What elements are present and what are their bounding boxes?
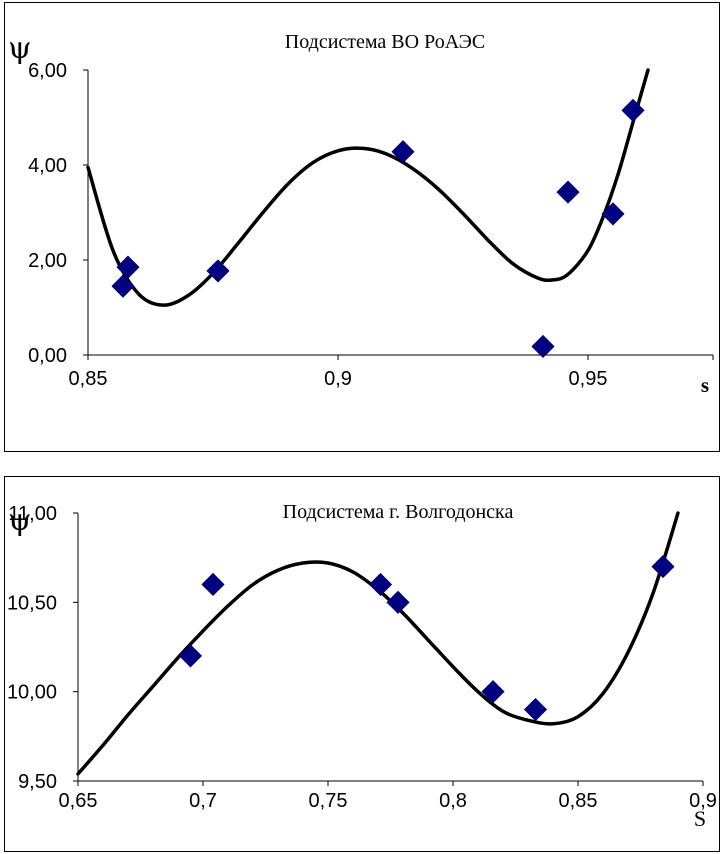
data-point <box>386 590 410 614</box>
data-point <box>621 98 645 122</box>
y-tick-label: 2,00 <box>28 250 67 272</box>
trend-curve <box>76 511 680 776</box>
data-point <box>178 644 203 668</box>
x-tick-label: 0,9 <box>324 368 352 390</box>
chart-title: Подсистема г. Волгодонска <box>283 501 514 523</box>
data-point <box>206 259 230 283</box>
data-point <box>481 680 505 704</box>
x-axis-label: s <box>701 373 709 397</box>
x-tick-label: 0,95 <box>569 368 608 390</box>
y-axis-label: ψ <box>8 31 32 66</box>
data-point <box>531 334 555 359</box>
data-point <box>523 697 548 722</box>
data-point <box>201 572 225 597</box>
chart-1: 0,00 2,00 4,00 6,00 0,85 0,9 0,95 Подсистема ВО… <box>8 31 714 397</box>
x-tick-label: 0,65 <box>59 790 98 812</box>
data-point <box>111 274 135 298</box>
x-tick-label: 0,7 <box>189 790 217 812</box>
y-tick-label: 6,00 <box>28 60 67 82</box>
data-point <box>116 255 140 279</box>
x-tick-label: 0,85 <box>69 368 108 390</box>
chart-2: 9,50 10,00 10,50 11,00 0,65 0,7 0,75 0,8 0,85 0,9… <box>7 501 717 831</box>
data-point <box>391 140 415 164</box>
x-tick-label: 0,8 <box>439 790 467 812</box>
y-tick-label: 9,50 <box>18 771 57 793</box>
data-point <box>651 555 675 579</box>
x-axis-label: S <box>694 806 706 831</box>
x-tick-label: 0,75 <box>309 790 348 812</box>
trend-curve <box>86 68 650 307</box>
y-tick-label: 11,00 <box>8 503 57 525</box>
y-tick-label: 10,50 <box>7 592 57 614</box>
data-point <box>556 180 580 204</box>
y-tick-label: 10,00 <box>7 682 57 704</box>
data-point <box>368 572 393 597</box>
y-axis-label: ψ <box>8 503 32 538</box>
y-tick-label: 4,00 <box>28 155 67 177</box>
chart-title: Подсистема ВО РоАЭС <box>285 31 485 53</box>
chart-panel-2 <box>4 476 720 852</box>
y-tick-label: 0,00 <box>28 345 67 367</box>
x-tick-label: 0,85 <box>559 790 598 812</box>
data-point <box>601 202 625 226</box>
x-tick-label: 0,9 <box>689 790 717 812</box>
